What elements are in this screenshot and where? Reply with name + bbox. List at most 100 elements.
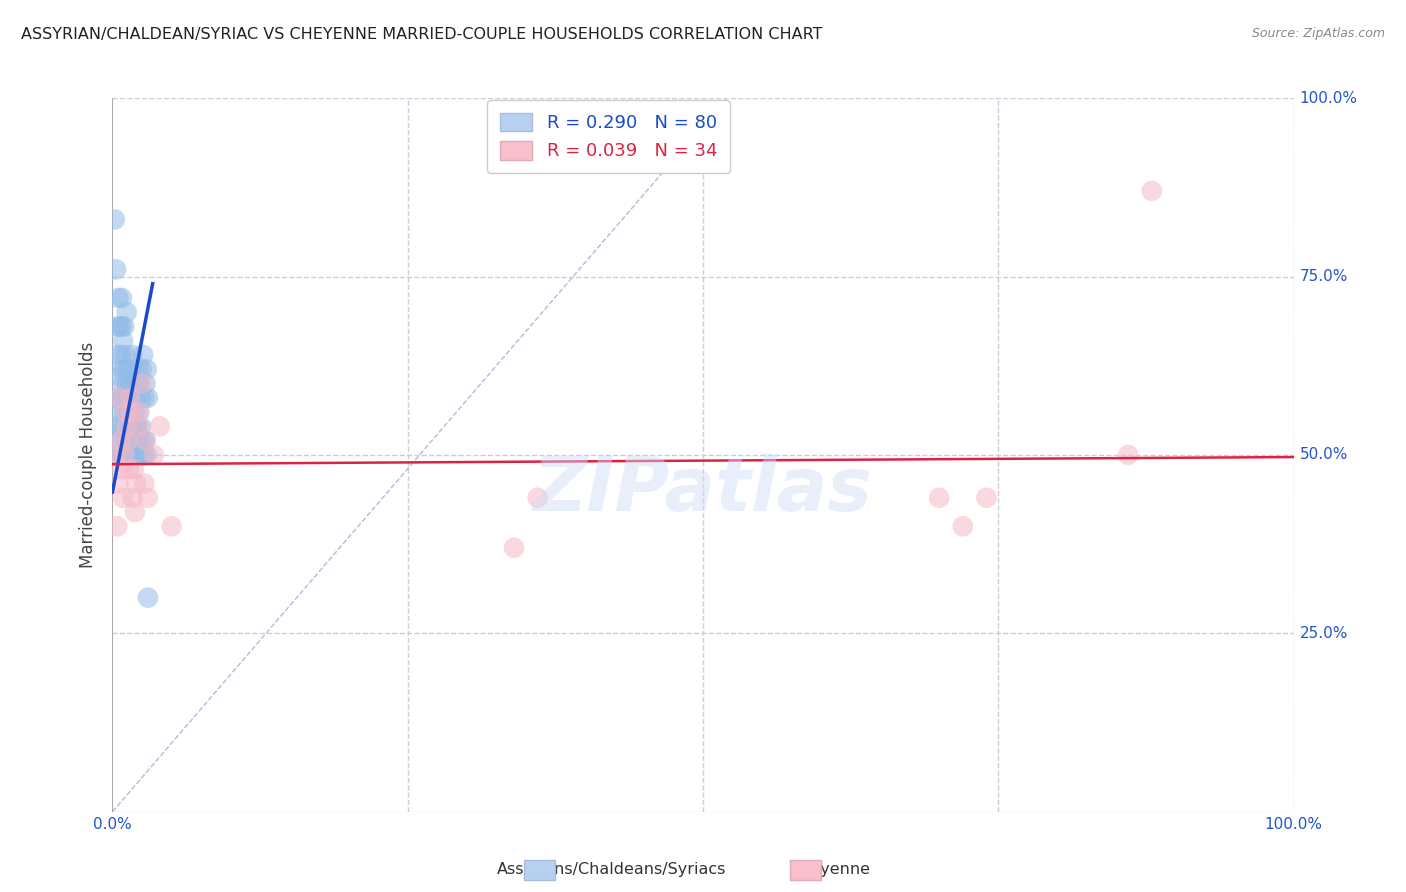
Point [108,319,131,334]
Point [118,391,141,405]
Point [149,419,172,434]
Text: Cheyenne: Cheyenne [789,863,870,877]
Y-axis label: Married-couple Households: Married-couple Households [79,342,97,568]
Point [108,369,131,384]
Point [120,362,142,376]
Point [136,591,159,605]
Text: 75.0%: 75.0% [1299,269,1348,284]
Text: Assyrians/Chaldeans/Syriacs: Assyrians/Chaldeans/Syriacs [496,863,727,877]
Point [117,434,139,448]
Point [132,434,155,448]
Point [124,405,146,419]
Point [136,391,159,405]
Point [120,448,142,462]
Point [121,419,143,434]
Point [132,348,155,362]
Point [976,491,998,505]
Point [134,476,156,491]
Point [112,334,135,348]
Point [120,391,142,405]
Point [117,419,139,434]
Point [121,491,143,505]
Point [128,376,150,391]
Point [125,419,148,434]
Point [125,391,148,405]
Point [129,391,152,405]
Point [135,362,157,376]
Point [124,434,146,448]
Point [111,319,134,334]
Point [108,391,131,405]
Point [118,419,141,434]
Point [115,405,138,419]
Point [117,362,139,376]
Point [124,505,146,519]
Point [135,376,157,391]
Point [120,376,142,391]
Point [111,362,134,376]
Point [112,391,135,405]
Point [105,319,128,334]
Point [128,405,150,419]
Point [104,419,127,434]
Point [122,419,145,434]
Point [118,448,141,462]
Point [122,462,145,476]
Text: 50.0%: 50.0% [1299,448,1348,462]
Point [121,348,143,362]
Point [112,376,135,391]
Point [131,448,153,462]
Point [112,405,135,419]
Point [127,405,149,419]
Point [107,476,129,491]
Point [526,491,548,505]
Point [128,434,150,448]
Point [120,405,142,419]
Point [115,419,138,434]
Point [127,362,149,376]
Point [105,519,128,533]
Text: Source: ZipAtlas.com: Source: ZipAtlas.com [1251,27,1385,40]
Text: ZIPatlas: ZIPatlas [533,454,873,527]
Point [111,405,134,419]
Point [125,476,148,491]
Point [122,434,145,448]
Point [107,291,129,305]
Point [928,491,950,505]
Point [127,448,149,462]
Point [127,376,149,391]
Point [112,419,135,434]
Point [110,348,132,362]
Point [120,405,142,419]
Text: 25.0%: 25.0% [1299,626,1348,640]
Point [121,405,143,419]
Point [127,419,149,434]
Point [136,491,159,505]
Point [142,448,165,462]
Point [114,348,136,362]
Point [112,448,135,462]
Point [160,519,183,533]
Point [115,448,138,462]
Point [108,419,131,434]
Point [125,434,148,448]
Point [105,391,128,405]
Point [503,541,526,555]
Point [1116,448,1139,462]
Legend: R = 0.290   N = 80, R = 0.039   N = 34: R = 0.290 N = 80, R = 0.039 N = 34 [486,100,730,173]
Point [1140,184,1163,198]
Point [134,448,156,462]
Point [114,405,136,419]
Point [110,391,132,405]
Text: ASSYRIAN/CHALDEAN/SYRIAC VS CHEYENNE MARRIED-COUPLE HOUSEHOLDS CORRELATION CHART: ASSYRIAN/CHALDEAN/SYRIAC VS CHEYENNE MAR… [21,27,823,42]
Point [110,434,132,448]
Point [135,448,157,462]
Point [111,462,134,476]
Point [105,434,128,448]
Point [131,362,153,376]
Point [129,419,152,434]
Point [103,448,125,462]
Point [131,376,153,391]
Point [110,434,132,448]
Point [952,519,974,533]
